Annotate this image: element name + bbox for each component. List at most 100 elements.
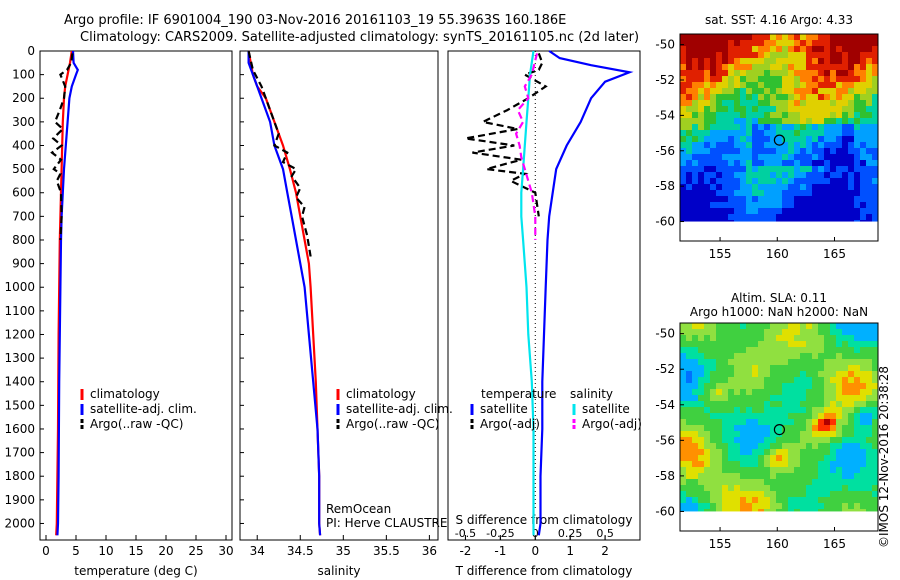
map-cell xyxy=(680,82,686,88)
map-cell xyxy=(818,202,824,208)
map-cell xyxy=(764,479,770,485)
map-cell xyxy=(734,130,740,136)
map-cell xyxy=(800,455,806,461)
map-cell xyxy=(722,70,728,76)
map-cell xyxy=(794,94,800,100)
map-cell xyxy=(812,353,818,359)
map-cell xyxy=(812,335,818,341)
map-cell xyxy=(860,449,866,455)
map-cell xyxy=(740,124,746,130)
map-cell xyxy=(722,64,728,70)
x-top-tick-label: -0.25 xyxy=(486,527,514,540)
map-cell xyxy=(686,94,692,100)
map-cell xyxy=(848,455,854,461)
map-cell xyxy=(710,497,716,503)
map-cell xyxy=(692,437,698,443)
map-cell xyxy=(686,196,692,202)
map-cell xyxy=(740,503,746,509)
map-cell xyxy=(716,142,722,148)
map-cell xyxy=(728,371,734,377)
map-cell xyxy=(788,46,794,52)
map-cell xyxy=(848,142,854,148)
map-cell xyxy=(692,76,698,82)
map-cell xyxy=(842,473,848,479)
map-cell xyxy=(788,443,794,449)
map-cell xyxy=(698,461,704,467)
map-cell xyxy=(782,371,788,377)
map-cell xyxy=(830,172,836,178)
map-cell xyxy=(722,383,728,389)
map-cell xyxy=(836,353,842,359)
map-cell xyxy=(854,172,860,178)
map-cell xyxy=(728,64,734,70)
map-cell xyxy=(776,178,782,184)
map-cell xyxy=(806,413,812,419)
map-cell xyxy=(722,359,728,365)
map-cell xyxy=(782,383,788,389)
map-cell xyxy=(800,196,806,202)
map-cell xyxy=(872,341,878,347)
map-cell xyxy=(704,377,710,383)
map-cell xyxy=(722,419,728,425)
map-cell xyxy=(776,371,782,377)
map-cell xyxy=(812,377,818,383)
map-cell xyxy=(734,166,740,172)
map-cell xyxy=(812,371,818,377)
map-cell xyxy=(848,76,854,82)
y-tick-label: 200 xyxy=(12,91,35,105)
map-cell xyxy=(860,154,866,160)
map-cell xyxy=(704,94,710,100)
map-cell xyxy=(860,425,866,431)
series-line-satellite-adj-clim- xyxy=(247,51,322,536)
map-cell xyxy=(704,64,710,70)
map-cell xyxy=(806,106,812,112)
map-cell xyxy=(806,196,812,202)
map-cell xyxy=(764,359,770,365)
map-cell xyxy=(680,70,686,76)
map-cell xyxy=(872,190,878,196)
map-cell xyxy=(818,166,824,172)
map-cell xyxy=(860,172,866,178)
map-cell xyxy=(800,154,806,160)
map-cell xyxy=(818,112,824,118)
map-cell xyxy=(728,485,734,491)
map-cell xyxy=(872,58,878,64)
map-cell xyxy=(734,70,740,76)
series-line-argo-raw-qc- xyxy=(50,53,74,241)
map-cell xyxy=(704,497,710,503)
map-cell xyxy=(848,52,854,58)
map-cell xyxy=(812,461,818,467)
map-cell xyxy=(776,455,782,461)
map-cell xyxy=(686,491,692,497)
map-cell xyxy=(746,323,752,329)
map-cell xyxy=(842,166,848,172)
map-cell xyxy=(836,347,842,353)
map-cell xyxy=(812,407,818,413)
map-cell xyxy=(872,70,878,76)
map-cell xyxy=(752,461,758,467)
map-cell xyxy=(848,353,854,359)
map-cell xyxy=(806,76,812,82)
map-cell xyxy=(800,497,806,503)
map-cell xyxy=(722,347,728,353)
map-cell xyxy=(830,196,836,202)
map-cell xyxy=(716,34,722,40)
map-cell xyxy=(818,431,824,437)
map-cell xyxy=(698,88,704,94)
map-cell xyxy=(734,365,740,371)
map-cell xyxy=(698,449,704,455)
map-cell xyxy=(830,323,836,329)
map-cell xyxy=(770,473,776,479)
map-cell xyxy=(806,94,812,100)
map-cell xyxy=(746,142,752,148)
map-cell xyxy=(746,371,752,377)
map-cell xyxy=(764,148,770,154)
map-cell xyxy=(854,455,860,461)
map-cell xyxy=(782,190,788,196)
map-cell xyxy=(866,40,872,46)
map-cell xyxy=(782,437,788,443)
map-cell xyxy=(824,401,830,407)
map-cell xyxy=(740,443,746,449)
series-line-satellite-adj-clim- xyxy=(56,50,80,536)
